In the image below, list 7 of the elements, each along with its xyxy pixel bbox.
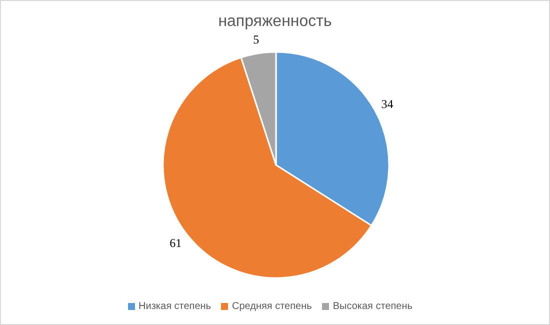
data-label: 34 bbox=[381, 96, 394, 111]
legend-label: Средняя степень bbox=[232, 301, 312, 312]
data-label: 5 bbox=[253, 32, 260, 47]
legend-label: Низкая степень bbox=[138, 301, 211, 312]
chart-title: напряженность bbox=[217, 13, 333, 31]
data-label: 61 bbox=[170, 236, 182, 250]
legend-label: Высокая степень bbox=[332, 301, 412, 312]
